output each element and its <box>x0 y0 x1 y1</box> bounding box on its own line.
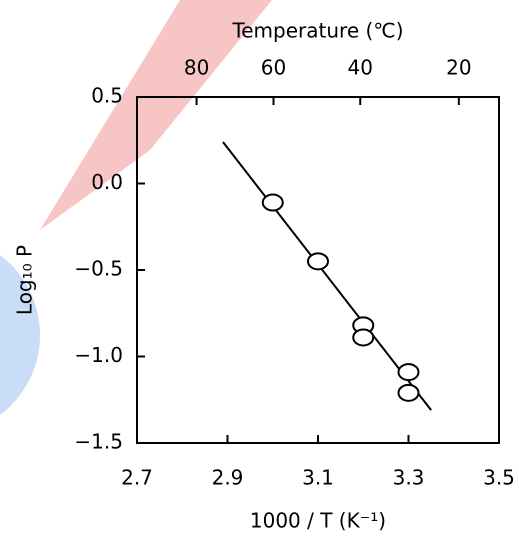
x-tick-label: 3.5 <box>483 466 515 490</box>
top-axis-label: Temperature (℃) <box>231 19 403 43</box>
background-circle <box>0 255 40 415</box>
y-axis-label: Log₁₀ P <box>13 245 37 315</box>
top-tick-label: 20 <box>446 56 471 80</box>
x-tick-label: 3.3 <box>393 466 425 490</box>
x-tick-label: 3.1 <box>302 466 334 490</box>
y-tick-label: −0.5 <box>74 257 123 281</box>
y-tick-label: −1.0 <box>74 343 123 367</box>
x-tick-label: 2.7 <box>121 466 153 490</box>
y-tick-label: −1.5 <box>74 430 123 454</box>
top-tick-label: 60 <box>261 56 286 80</box>
y-tick-label: 0.5 <box>91 84 123 108</box>
top-tick-label: 40 <box>348 56 373 80</box>
x-tick-label: 2.9 <box>212 466 244 490</box>
y-tick-label: 0.0 <box>91 170 123 194</box>
data-point <box>307 252 329 271</box>
top-tick-label: 80 <box>184 56 209 80</box>
data-point <box>397 363 420 382</box>
data-point <box>352 328 375 347</box>
x-axis-label: 1000 / T (K⁻¹) <box>250 509 386 533</box>
data-point <box>261 193 284 212</box>
data-point <box>397 383 420 402</box>
fit-line <box>222 141 432 411</box>
background-wedge <box>40 0 272 230</box>
